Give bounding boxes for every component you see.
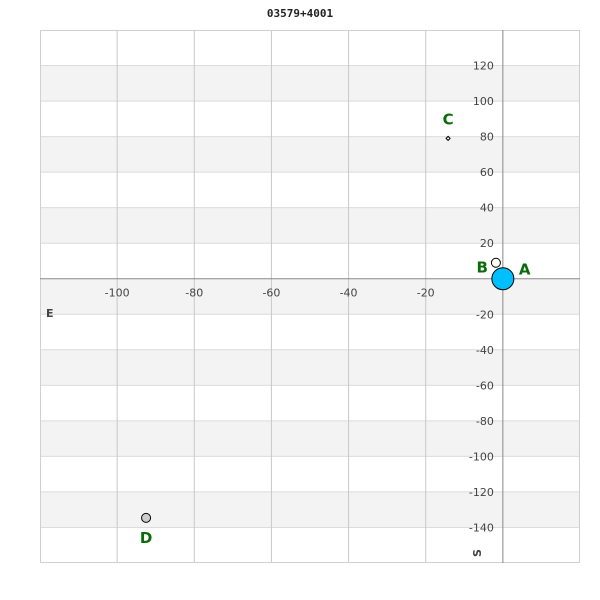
y-tick-label: -80 xyxy=(476,415,494,428)
x-tick-label: -40 xyxy=(340,287,358,300)
x-axis-label: E xyxy=(46,307,54,320)
grid-band xyxy=(40,136,580,173)
y-tick-label: 20 xyxy=(480,237,494,250)
y-axis-label: S xyxy=(471,549,484,557)
grid-band xyxy=(40,420,580,457)
x-tick-label: -60 xyxy=(262,287,280,300)
y-tick-label: -100 xyxy=(469,450,494,463)
data-point xyxy=(491,267,515,291)
grid-band xyxy=(40,491,580,528)
data-point xyxy=(445,135,451,142)
grid-band xyxy=(40,349,580,386)
x-tick-label: -20 xyxy=(417,287,435,300)
y-tick-label: 100 xyxy=(473,95,494,108)
y-tick-label: 40 xyxy=(480,202,494,215)
plot-border xyxy=(40,30,580,563)
data-point xyxy=(490,257,501,268)
y-tick-label: -120 xyxy=(469,486,494,499)
x-tick-label: -80 xyxy=(185,287,203,300)
point-label: B xyxy=(476,259,487,277)
point-label: C xyxy=(443,110,454,128)
grid-band xyxy=(40,278,580,315)
y-tick-label: -40 xyxy=(476,344,494,357)
point-label: A xyxy=(519,261,531,279)
x-tick-label: -100 xyxy=(105,287,130,300)
y-tick-label: -20 xyxy=(476,308,494,321)
grid-band xyxy=(40,65,580,102)
y-tick-label: -60 xyxy=(476,379,494,392)
grid-band xyxy=(40,207,580,244)
y-tick-label: 60 xyxy=(480,166,494,179)
chart-title: 03579+4001 xyxy=(266,7,334,20)
y-tick-label: -140 xyxy=(469,521,494,534)
point-label: D xyxy=(140,529,152,547)
data-point xyxy=(141,512,152,523)
y-tick-label: 80 xyxy=(480,131,494,144)
y-tick-label: 120 xyxy=(473,60,494,73)
